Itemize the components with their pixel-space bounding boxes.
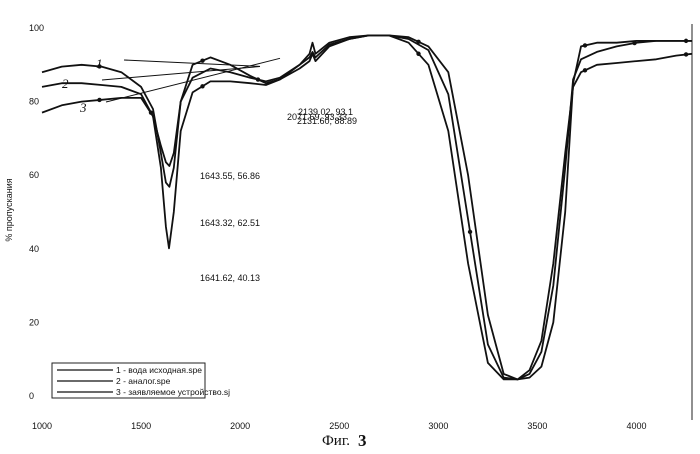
legend-entry: 2 - аналог.spe [116,376,171,386]
series-line-1 [42,35,692,379]
legend-entry: 1 - вода исходная.spe [116,365,202,375]
series-line-2 [42,35,692,379]
x-tick-label: 1000 [32,421,52,431]
point-annotation: 1643.55, 56.86 [200,171,260,181]
series-point-marker [684,39,688,43]
caption-prefix: Фиг. [322,433,350,449]
series-point-marker [583,68,587,72]
legend: 1 - вода исходная.spe2 - аналог.spe3 - з… [52,363,230,398]
series-point-marker [149,110,153,114]
y-tick-label: 20 [29,317,39,327]
x-tick-label: 1500 [131,421,151,431]
series-point-marker [583,43,587,47]
y-tick-label: 100 [29,23,44,33]
y-tick-label: 80 [29,97,39,107]
series-point-marker [97,98,101,102]
series-point-marker [468,230,472,234]
point-annotations: 1643.55, 56.86 1643.32, 62.51 1641.62, 40.… [200,107,357,283]
series-point-marker [684,52,688,56]
point-annotation: 1643.32, 62.51 [200,218,260,228]
series-number-marker: 2 [62,76,69,91]
y-tick-label: 40 [29,244,39,254]
x-tick-label: 3500 [527,421,547,431]
point-annotation: 2131.60, 88.89 [297,116,357,126]
legend-entry: 3 - заявляемое устройство.sj [116,387,230,397]
series-point-marker [632,41,636,45]
series-curves [42,35,692,379]
series-point-marker [200,84,204,88]
series-point-marker [256,77,260,81]
y-axis-ticks: 0 20 40 60 80 100 [29,23,44,401]
x-tick-label: 3000 [428,421,448,431]
x-tick-label: 4000 [626,421,646,431]
series-number-marker: 3 [79,100,87,115]
x-axis-ticks: 1000 1500 2000 2500 3000 3500 4000 [32,421,647,431]
y-tick-label: 60 [29,170,39,180]
y-axis-label: % пропускания [4,178,14,241]
series-point-marker [200,59,204,63]
point-annotation: 1641.62, 40.13 [200,273,260,283]
series-number-marker: 1 [96,56,103,71]
y-tick-label: 0 [29,391,34,401]
series-point-marker [416,40,420,44]
figure-caption: Фиг. 3 [322,431,367,450]
series-point-marker [416,52,420,56]
x-tick-label: 2000 [230,421,250,431]
series-line-3 [42,35,692,379]
x-tick-label: 2500 [329,421,349,431]
caption-number: 3 [358,431,367,450]
